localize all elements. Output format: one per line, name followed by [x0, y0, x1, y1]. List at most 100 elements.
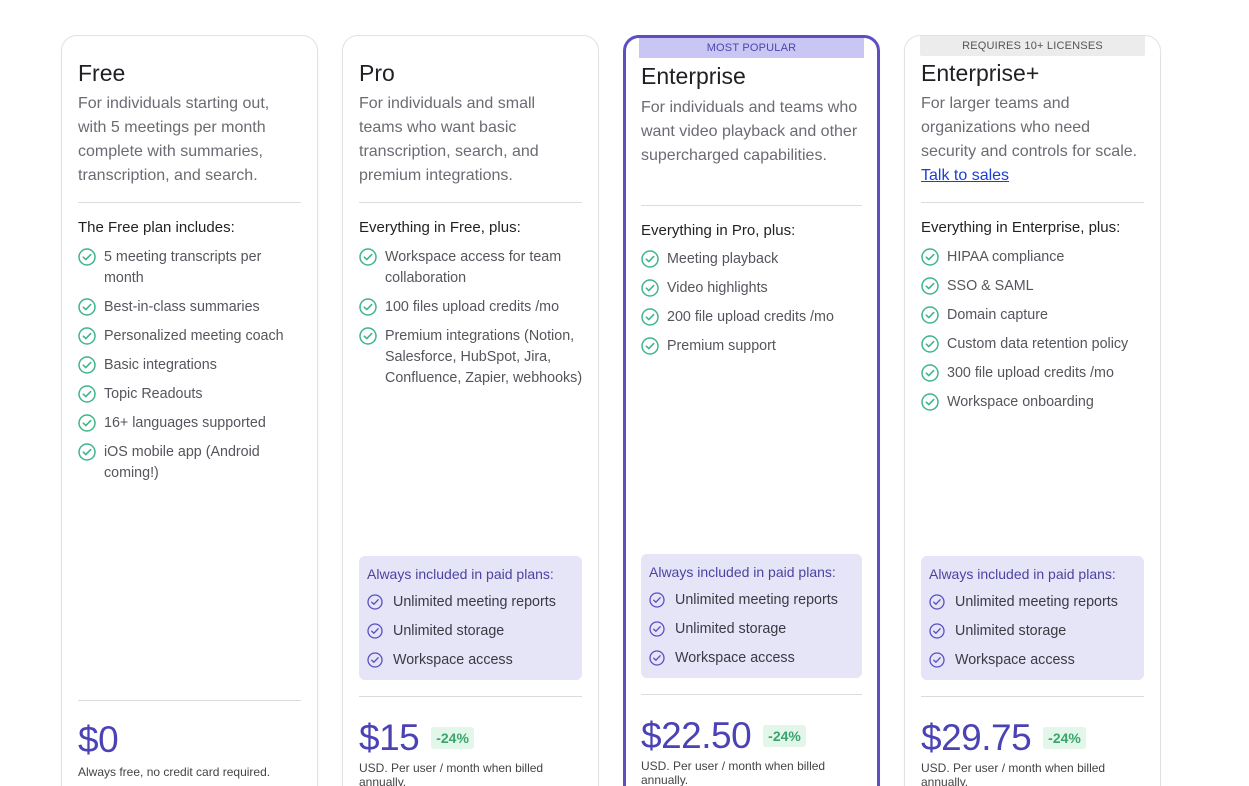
plan-card-pro: Pro For individuals and small teams who …: [342, 35, 599, 786]
divider: [641, 694, 862, 695]
check-circle-icon: [359, 327, 377, 345]
paid-item: Workspace access: [367, 649, 574, 670]
includes-title: Everything in Enterprise, plus:: [921, 219, 1121, 236]
price: $22.50: [641, 715, 752, 756]
discount-badge: -24%: [431, 727, 474, 749]
check-circle-icon: [929, 651, 945, 668]
feature-item: Topic Readouts: [78, 384, 305, 405]
talk-to-sales-link[interactable]: Talk to sales: [921, 167, 1010, 184]
feature-item: 100 files upload credits /mo: [359, 297, 586, 318]
plan-description: For individuals starting out, with 5 mee…: [78, 95, 270, 184]
feature-item: Personalized meeting coach: [78, 326, 305, 347]
check-circle-icon: [921, 306, 939, 324]
feature-item: Premium support: [641, 336, 865, 357]
price-row: $29.75 -24%: [921, 717, 1086, 759]
price-note: USD. Per user / month when billed annual…: [359, 761, 544, 786]
feature-item: 16+ languages supported: [78, 413, 305, 434]
check-circle-icon: [359, 298, 377, 316]
plan-name: Pro: [359, 60, 395, 86]
divider: [921, 696, 1144, 697]
paid-item: Unlimited meeting reports: [367, 591, 574, 612]
licenses-ribbon: REQUIRES 10+ LICENSES: [920, 36, 1145, 56]
feature-list: HIPAA compliance SSO & SAML Domain captu…: [921, 247, 1148, 421]
feature-item: Meeting playback: [641, 249, 865, 270]
check-circle-icon: [78, 414, 96, 432]
price-row: $0: [78, 719, 119, 761]
feature-item: 5 meeting transcripts per month: [78, 247, 305, 289]
price: $15: [359, 717, 420, 758]
feature-list: Workspace access for team collaboration …: [359, 247, 586, 397]
price-note: USD. Per user / month when billed annual…: [921, 761, 1106, 786]
check-circle-icon: [921, 248, 939, 266]
paid-plans-title: Always included in paid plans:: [929, 566, 1116, 582]
feature-item: HIPAA compliance: [921, 247, 1148, 268]
paid-item: Unlimited storage: [367, 620, 574, 641]
check-circle-icon: [78, 385, 96, 403]
includes-title: Everything in Pro, plus:: [641, 222, 796, 239]
check-circle-icon: [641, 308, 659, 326]
price-row: $22.50 -24%: [641, 715, 806, 757]
feature-item: SSO & SAML: [921, 276, 1148, 297]
paid-item: Workspace access: [649, 647, 854, 668]
check-circle-icon: [78, 443, 96, 461]
divider: [359, 202, 582, 203]
paid-plans-box: Always included in paid plans: Unlimited…: [641, 554, 862, 678]
paid-plans-list: Unlimited meeting reports Unlimited stor…: [929, 591, 1136, 670]
check-circle-icon: [78, 248, 96, 266]
feature-item: Workspace onboarding: [921, 392, 1148, 413]
check-circle-icon: [641, 279, 659, 297]
includes-title: The Free plan includes:: [78, 219, 235, 236]
paid-item: Unlimited meeting reports: [929, 591, 1136, 612]
feature-item: Basic integrations: [78, 355, 305, 376]
paid-plans-box: Always included in paid plans: Unlimited…: [359, 556, 582, 680]
paid-item: Workspace access: [929, 649, 1136, 670]
paid-plans-title: Always included in paid plans:: [367, 566, 554, 582]
plan-description: For individuals and small teams who want…: [359, 95, 539, 184]
most-popular-ribbon: MOST POPULAR: [639, 38, 864, 58]
check-circle-icon: [649, 649, 665, 666]
price: $29.75: [921, 717, 1032, 758]
check-circle-icon: [367, 651, 383, 668]
feature-item: Best-in-class summaries: [78, 297, 305, 318]
plan-card-enterprise: MOST POPULAR Enterprise For individuals …: [623, 35, 880, 786]
paid-plans-list: Unlimited meeting reports Unlimited stor…: [367, 591, 574, 670]
check-circle-icon: [921, 335, 939, 353]
paid-plans-box: Always included in paid plans: Unlimited…: [921, 556, 1144, 680]
plan-name: Enterprise+: [921, 60, 1040, 86]
divider: [641, 205, 862, 206]
check-circle-icon: [367, 593, 383, 610]
feature-item: Video highlights: [641, 278, 865, 299]
paid-plans-list: Unlimited meeting reports Unlimited stor…: [649, 589, 854, 668]
plan-name: Enterprise: [641, 63, 746, 89]
plan-card-free: Free For individuals starting out, with …: [61, 35, 318, 786]
check-circle-icon: [78, 327, 96, 345]
feature-item: 300 file upload credits /mo: [921, 363, 1148, 384]
feature-item: Premium integrations (Notion, Salesforce…: [359, 326, 586, 389]
feature-list: Meeting playback Video highlights 200 fi…: [641, 249, 865, 365]
divider: [921, 202, 1144, 203]
price-row: $15 -24%: [359, 717, 474, 759]
feature-item: Custom data retention policy: [921, 334, 1148, 355]
check-circle-icon: [78, 356, 96, 374]
paid-item: Unlimited storage: [649, 618, 854, 639]
check-circle-icon: [921, 277, 939, 295]
paid-item: Unlimited meeting reports: [649, 589, 854, 610]
feature-list: 5 meeting transcripts per month Best-in-…: [78, 247, 305, 492]
check-circle-icon: [78, 298, 96, 316]
divider: [359, 696, 582, 697]
plan-card-enterprise-plus: REQUIRES 10+ LICENSES Enterprise+ For la…: [904, 35, 1161, 786]
check-circle-icon: [649, 591, 665, 608]
check-circle-icon: [649, 620, 665, 637]
feature-item: 200 file upload credits /mo: [641, 307, 865, 328]
includes-title: Everything in Free, plus:: [359, 219, 521, 236]
discount-badge: -24%: [1043, 727, 1086, 749]
divider: [78, 202, 301, 203]
check-circle-icon: [641, 250, 659, 268]
divider: [78, 700, 301, 701]
check-circle-icon: [921, 364, 939, 382]
paid-item: Unlimited storage: [929, 620, 1136, 641]
plan-description: For individuals and teams who want video…: [641, 99, 858, 164]
price: $0: [78, 719, 119, 760]
check-circle-icon: [929, 622, 945, 639]
feature-item: iOS mobile app (Android coming!): [78, 442, 305, 484]
